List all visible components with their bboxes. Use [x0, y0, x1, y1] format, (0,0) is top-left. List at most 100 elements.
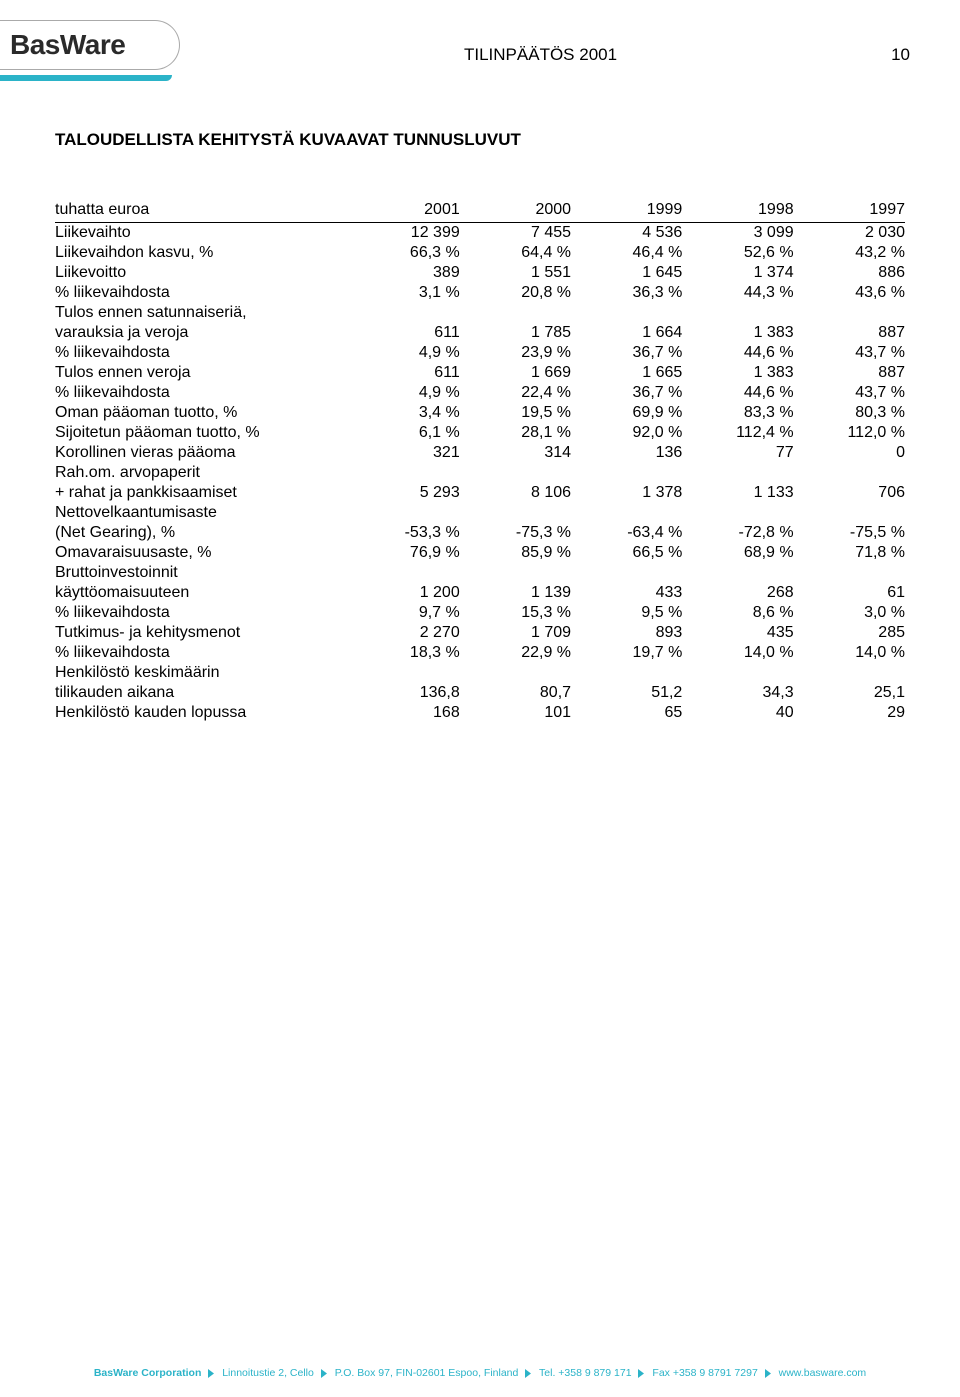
cell-value: 1 665 [571, 363, 682, 383]
cell-value: 29 [794, 703, 905, 723]
cell-value [348, 663, 459, 683]
cell-value: 43,2 % [794, 243, 905, 263]
separator-icon [208, 1368, 215, 1379]
cell-value: 433 [571, 583, 682, 603]
year-col: 1997 [794, 200, 905, 223]
table-row: % liikevaihdosta4,9 %23,9 %36,7 %44,6 %4… [55, 343, 905, 363]
cell-value: 25,1 [794, 683, 905, 703]
cell-value: 4 536 [571, 223, 682, 244]
cell-value: 61 [794, 583, 905, 603]
cell-value: 886 [794, 263, 905, 283]
cell-value: 15,3 % [460, 603, 571, 623]
row-label: Tulos ennen satunnaiseriä, [55, 303, 348, 323]
cell-value: 9,5 % [571, 603, 682, 623]
cell-value [571, 303, 682, 323]
cell-value [348, 563, 459, 583]
logo-pill: BasWare [0, 20, 180, 70]
row-label: Rah.om. arvopaperit [55, 463, 348, 483]
row-label: % liikevaihdosta [55, 383, 348, 403]
cell-value: 51,2 [571, 683, 682, 703]
table-row: % liikevaihdosta4,9 %22,4 %36,7 %44,6 %4… [55, 383, 905, 403]
year-col: 2001 [348, 200, 459, 223]
cell-value: 8,6 % [682, 603, 793, 623]
cell-value: 1 645 [571, 263, 682, 283]
footer-part: Fax +358 9 8791 7297 [652, 1367, 757, 1379]
cell-value: 887 [794, 363, 905, 383]
table-row: Henkilöstö keskimäärin [55, 663, 905, 683]
cell-value: 1 139 [460, 583, 571, 603]
cell-value: 22,4 % [460, 383, 571, 403]
table-row: Tutkimus- ja kehitysmenot2 2701 70989343… [55, 623, 905, 643]
cell-value: -53,3 % [348, 523, 459, 543]
cell-value: 23,9 % [460, 343, 571, 363]
cell-value: 7 455 [460, 223, 571, 244]
cell-value: 9,7 % [348, 603, 459, 623]
year-col: 2000 [460, 200, 571, 223]
cell-value: 1 669 [460, 363, 571, 383]
cell-value [682, 563, 793, 583]
table-row: Oman pääoman tuotto, %3,4 %19,5 %69,9 %8… [55, 403, 905, 423]
cell-value [794, 563, 905, 583]
cell-value: 43,6 % [794, 283, 905, 303]
cell-value: 706 [794, 483, 905, 503]
cell-value: 92,0 % [571, 423, 682, 443]
cell-value: 83,3 % [682, 403, 793, 423]
cell-value [794, 303, 905, 323]
cell-value: 80,3 % [794, 403, 905, 423]
cell-value [682, 303, 793, 323]
cell-value: 1 374 [682, 263, 793, 283]
cell-value: 611 [348, 363, 459, 383]
footer-part: Tel. +358 9 879 171 [539, 1367, 632, 1379]
cell-value: 2 030 [794, 223, 905, 244]
cell-value [460, 463, 571, 483]
cell-value [794, 503, 905, 523]
cell-value [794, 663, 905, 683]
cell-value: 40 [682, 703, 793, 723]
cell-value [682, 463, 793, 483]
cell-value: 43,7 % [794, 343, 905, 363]
cell-value: 268 [682, 583, 793, 603]
table-row: Korollinen vieras pääoma321314136770 [55, 443, 905, 463]
content-area: TALOUDELLISTA KEHITYSTÄ KUVAAVAT TUNNUSL… [0, 75, 960, 723]
cell-value: 4,9 % [348, 383, 459, 403]
cell-value: 321 [348, 443, 459, 463]
cell-value: 43,7 % [794, 383, 905, 403]
cell-value: 0 [794, 443, 905, 463]
row-label: Nettovelkaantumisaste [55, 503, 348, 523]
cell-value: -75,3 % [460, 523, 571, 543]
cell-value: 14,0 % [794, 643, 905, 663]
row-label: Korollinen vieras pääoma [55, 443, 348, 463]
table-header-row: tuhatta euroa 2001 2000 1999 1998 1997 [55, 200, 905, 223]
cell-value [571, 463, 682, 483]
cell-value: 36,7 % [571, 343, 682, 363]
cell-value: 64,4 % [460, 243, 571, 263]
row-label: Tulos ennen veroja [55, 363, 348, 383]
footer-part: www.basware.com [779, 1367, 867, 1379]
cell-value: 1 200 [348, 583, 459, 603]
cell-value: 77 [682, 443, 793, 463]
cell-value [348, 303, 459, 323]
cell-value [460, 563, 571, 583]
row-label: % liikevaihdosta [55, 283, 348, 303]
cell-value: 68,9 % [682, 543, 793, 563]
row-label: Bruttoinvestoinnit [55, 563, 348, 583]
page-footer: BasWare Corporation Linnoitustie 2, Cell… [0, 1367, 960, 1379]
row-label: Henkilöstö keskimäärin [55, 663, 348, 683]
row-label: % liikevaihdosta [55, 603, 348, 623]
cell-value: 19,5 % [460, 403, 571, 423]
cell-value: 1 383 [682, 323, 793, 343]
table-row: Tulos ennen satunnaiseriä, [55, 303, 905, 323]
row-label: varauksia ja veroja [55, 323, 348, 343]
cell-value: 136 [571, 443, 682, 463]
cell-value: 3,4 % [348, 403, 459, 423]
table-row: Bruttoinvestoinnit [55, 563, 905, 583]
row-label: Henkilöstö kauden lopussa [55, 703, 348, 723]
cell-value [460, 663, 571, 683]
cell-value [682, 663, 793, 683]
cell-value: 3,1 % [348, 283, 459, 303]
cell-value: 65 [571, 703, 682, 723]
row-label: käyttöomaisuuteen [55, 583, 348, 603]
cell-value: 22,9 % [460, 643, 571, 663]
cell-value: 12 399 [348, 223, 459, 244]
table-row: (Net Gearing), %-53,3 %-75,3 %-63,4 %-72… [55, 523, 905, 543]
